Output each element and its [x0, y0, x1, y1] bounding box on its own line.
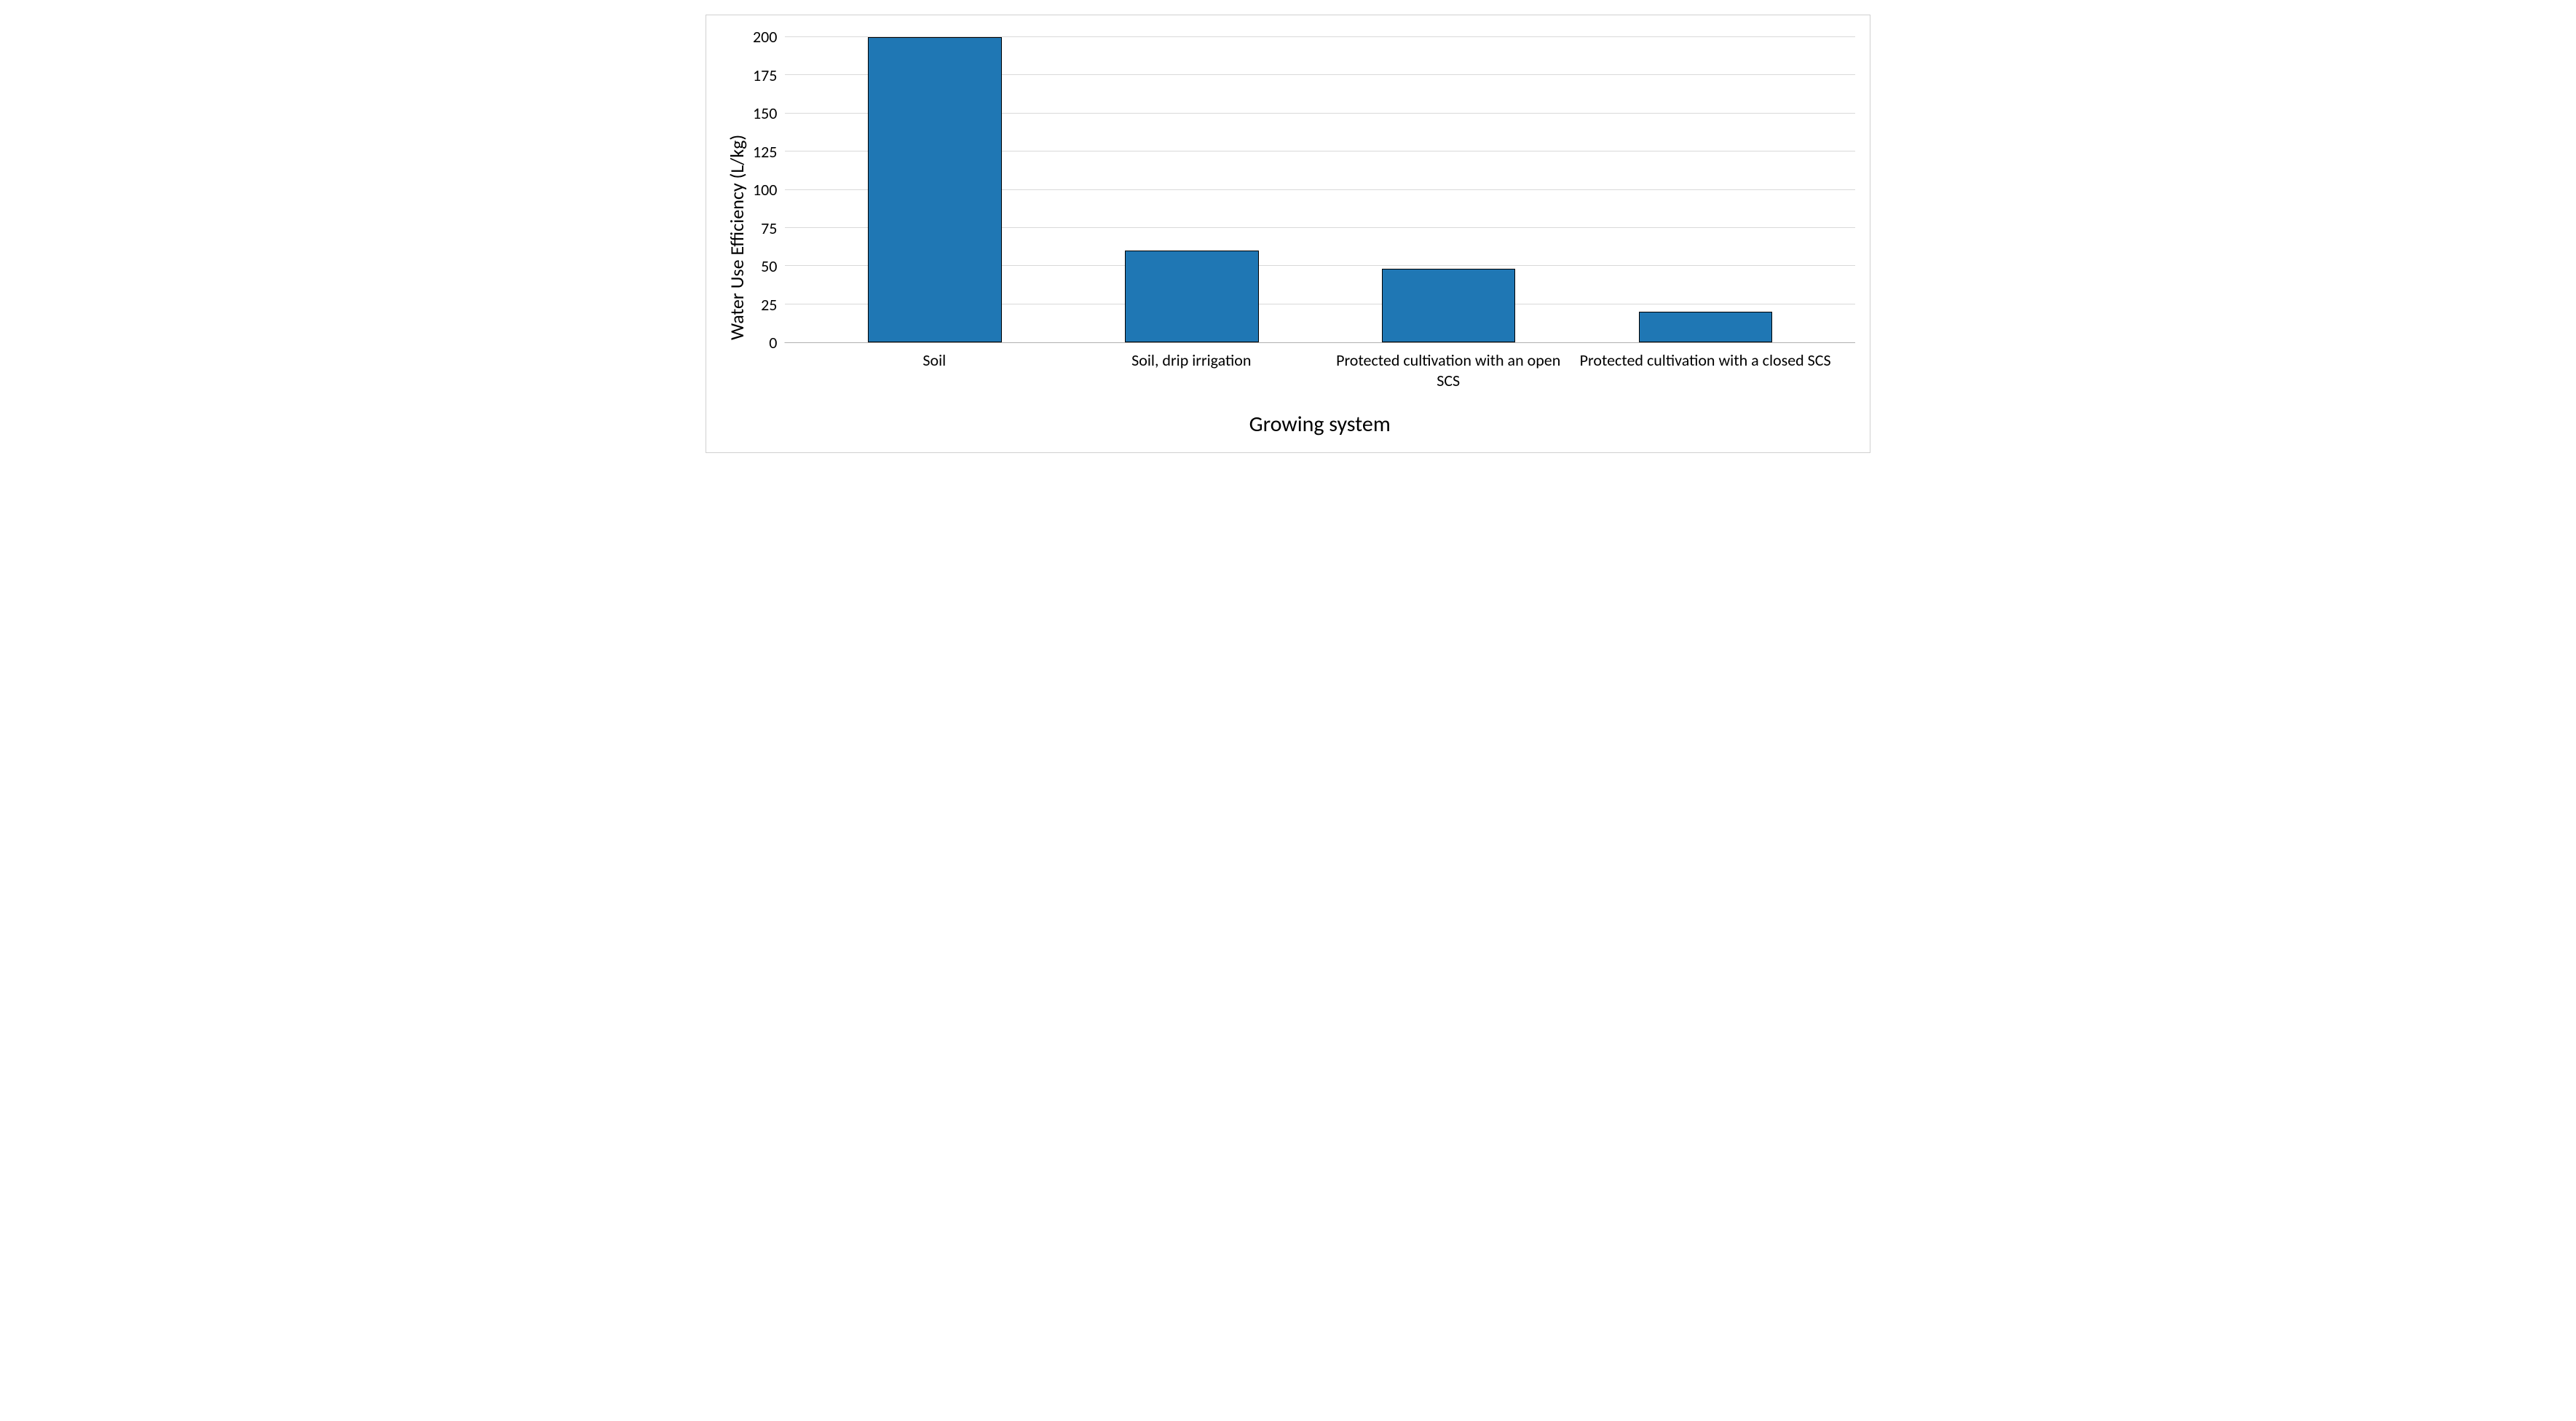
x-tick-label: Protected cultivation with a closed SCS	[1577, 350, 1834, 390]
plot-area	[784, 37, 1855, 343]
bars-group	[785, 37, 1855, 342]
x-axis-title: Growing system	[784, 411, 1855, 438]
chart-inner: Water Use Efficiency (L/kg) 200175150125…	[721, 37, 1855, 438]
x-axis-labels: SoilSoil, drip irrigationProtected culti…	[784, 343, 1855, 390]
bar-slot	[807, 37, 1064, 342]
bar	[1639, 312, 1772, 342]
bar	[1125, 251, 1258, 342]
bar	[1382, 269, 1515, 342]
plot-wrapper: SoilSoil, drip irrigationProtected culti…	[784, 37, 1855, 438]
bar-slot	[1320, 37, 1577, 342]
bar-slot	[1577, 37, 1834, 342]
chart-container: Water Use Efficiency (L/kg) 200175150125…	[706, 15, 1870, 453]
x-tick-label: Soil, drip irrigation	[1063, 350, 1320, 390]
x-tick-label: Soil	[806, 350, 1063, 390]
bar	[868, 37, 1001, 342]
bar-slot	[1064, 37, 1321, 342]
y-axis-ticks: 2001751501251007550250	[753, 37, 784, 343]
y-axis-label: Water Use Efficiency (L/kg)	[721, 37, 753, 438]
x-tick-label: Protected cultivation with an open SCS	[1320, 350, 1577, 390]
